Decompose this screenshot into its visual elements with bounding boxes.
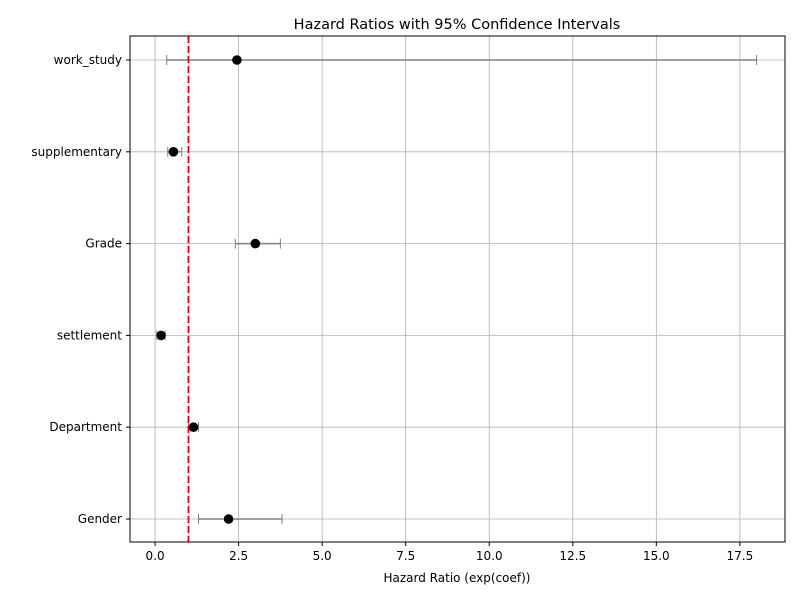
y-tick-label: Department bbox=[49, 420, 122, 434]
chart-title: Hazard Ratios with 95% Confidence Interv… bbox=[294, 17, 621, 33]
estimate-point bbox=[232, 55, 242, 65]
y-tick-label: Gender bbox=[78, 512, 122, 526]
estimate-point bbox=[250, 238, 261, 249]
x-tick-label: 0.0 bbox=[146, 549, 165, 563]
y-tick-label: work_study bbox=[54, 53, 122, 67]
x-tick-label: 10.0 bbox=[476, 549, 503, 563]
y-tick-label: settlement bbox=[57, 328, 122, 342]
estimate-point bbox=[223, 514, 234, 524]
plot-frame bbox=[129, 35, 786, 543]
estimate-point bbox=[168, 147, 179, 157]
x-axis-ticks: 0.0 2.5 5.0 7.5 10.0 12.5 15.0 17.5 bbox=[146, 542, 754, 563]
y-axis-ticks: Gender Department settlement Grade supplemen… bbox=[31, 53, 130, 526]
y-tick-label: supplementary bbox=[31, 145, 122, 159]
x-tick-label: 15.0 bbox=[643, 549, 670, 563]
estimate-point bbox=[156, 330, 166, 341]
x-tick-label: 5.0 bbox=[313, 549, 332, 563]
x-axis-label: Hazard Ratio (exp(coef)) bbox=[384, 571, 531, 585]
estimate-points bbox=[156, 55, 261, 524]
x-tick-label: 12.5 bbox=[559, 549, 586, 563]
y-tick-label: Grade bbox=[85, 237, 122, 251]
x-tick-label: 2.5 bbox=[229, 549, 248, 563]
estimate-point bbox=[188, 422, 199, 433]
x-tick-label: 17.5 bbox=[727, 549, 754, 563]
x-tick-label: 7.5 bbox=[396, 549, 415, 563]
